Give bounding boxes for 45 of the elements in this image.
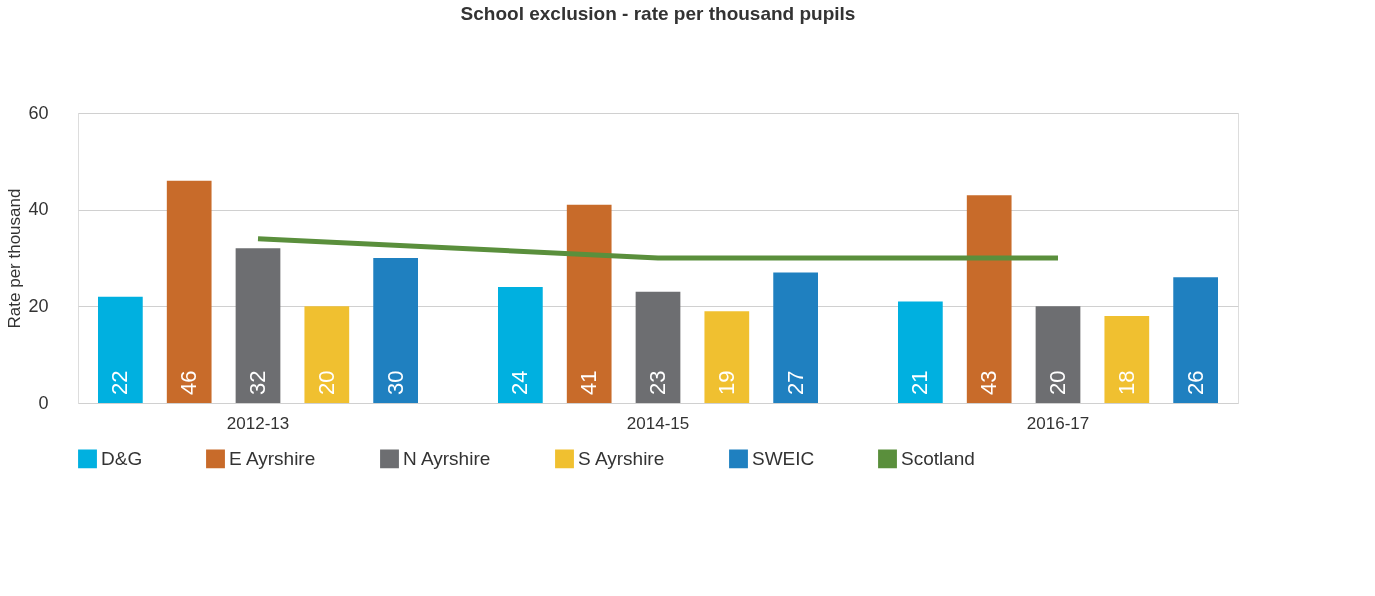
bar <box>635 291 681 403</box>
data-label: 32 <box>245 370 270 395</box>
data-label: 43 <box>976 370 1002 395</box>
data-label: 24 <box>507 370 533 395</box>
chart-title: School exclusion - rate per thousand pupils <box>460 3 856 24</box>
bar <box>235 248 281 403</box>
data-label: 23 <box>645 370 670 395</box>
data-label: 46 <box>176 370 202 395</box>
legend-label: S Ayrshire <box>578 447 665 469</box>
y-tick-label: 20 <box>28 295 49 316</box>
bar <box>773 272 818 403</box>
bar <box>1104 316 1150 403</box>
bar <box>704 311 750 403</box>
bar <box>1035 306 1081 403</box>
bar <box>1173 277 1218 403</box>
x-tick-label: 2016-17 <box>1026 413 1090 433</box>
bar <box>966 195 1012 403</box>
data-label: 22 <box>107 370 133 395</box>
y-axis-title: Rate per thousand <box>5 188 25 329</box>
data-label: 30 <box>382 370 408 395</box>
bar <box>898 301 943 403</box>
data-label: 26 <box>1182 370 1208 395</box>
legend-label: E Ayrshire <box>229 447 316 469</box>
y-tick-label: 0 <box>38 392 49 413</box>
y-tick-label: 60 <box>28 102 49 123</box>
legend-label: N Ayrshire <box>403 447 491 469</box>
x-tick-label: 2012-13 <box>226 413 290 433</box>
bar <box>373 258 418 403</box>
x-tick-label: 2014-15 <box>626 413 690 433</box>
data-label: 19 <box>713 370 739 395</box>
data-label: 41 <box>576 370 602 395</box>
bar <box>98 296 143 403</box>
y-tick-label: 40 <box>28 199 49 220</box>
data-label: 21 <box>907 370 933 395</box>
legend-label: D&G <box>101 447 143 469</box>
data-label: 20 <box>313 370 339 395</box>
bar <box>566 204 612 403</box>
data-label: 18 <box>1113 370 1139 395</box>
bar <box>304 306 350 403</box>
bar <box>498 287 543 403</box>
legend-label: Scotland <box>901 447 975 469</box>
legend-label: SWEIC <box>752 447 815 469</box>
bar <box>166 180 212 403</box>
data-label: 27 <box>782 370 808 395</box>
data-label: 20 <box>1045 370 1070 395</box>
